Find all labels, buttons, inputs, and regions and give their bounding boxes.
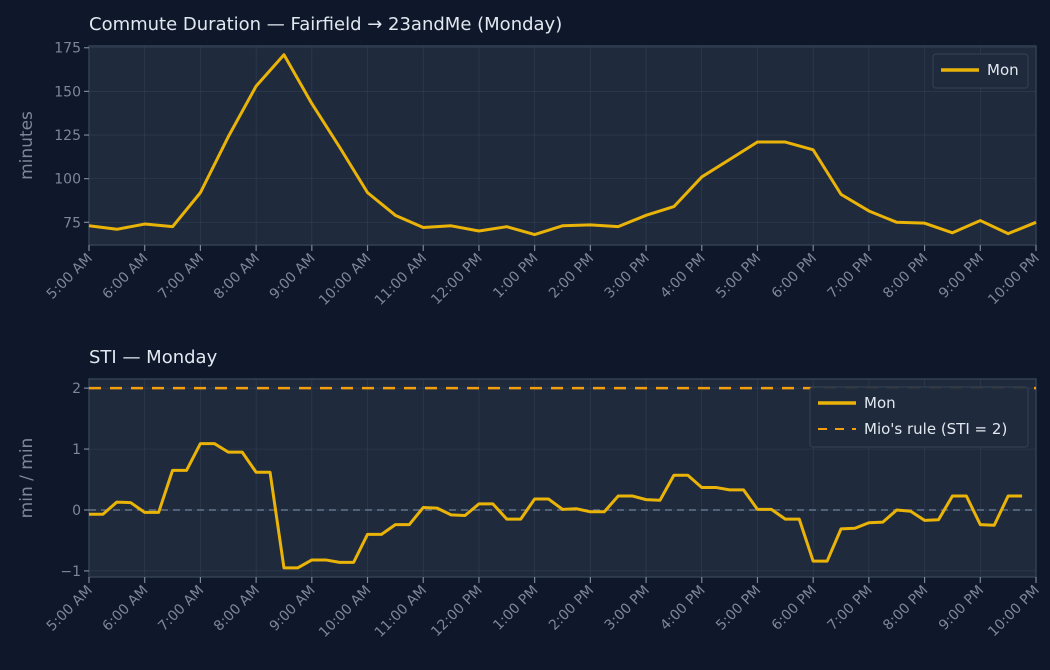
x-tick-label: 9:00 PM	[936, 583, 987, 634]
y-tick-label: 150	[54, 84, 81, 100]
y-tick-label: 0	[72, 503, 81, 519]
x-tick-label: 3:00 PM	[602, 583, 653, 634]
x-tick-label: 2:00 PM	[546, 251, 597, 302]
chart-title: Commute Duration — Fairfield → 23andMe (…	[89, 14, 562, 35]
x-tick-label: 5:00 PM	[713, 583, 764, 634]
y-tick-label: 125	[54, 128, 81, 144]
x-tick-label: 8:00 PM	[880, 251, 931, 302]
x-tick-label: 6:00 PM	[769, 583, 820, 634]
x-tick-label: 1:00 PM	[490, 583, 541, 634]
x-tick-label: 9:00 AM	[267, 251, 319, 303]
plot-area	[88, 45, 1037, 246]
legend-label: Mon	[987, 61, 1019, 79]
y-tick-label: 175	[54, 41, 81, 57]
legend	[932, 53, 1029, 89]
y-tick-label: −1	[60, 564, 81, 580]
x-tick-label: 7:00 AM	[155, 251, 207, 303]
x-tick-label: 4:00 PM	[657, 251, 708, 302]
chart-1: Commute Duration — Fairfield → 23andMe (…	[17, 14, 1043, 309]
y-axis-label: minutes	[17, 111, 37, 180]
legend-label: Mio's rule (STI = 2)	[864, 420, 1007, 438]
x-tick-label: 5:00 AM	[44, 583, 96, 635]
x-tick-label: 2:00 PM	[546, 583, 597, 634]
x-tick-label: 10:00 AM	[316, 583, 374, 641]
x-tick-label: 8:00 PM	[880, 583, 931, 634]
x-tick-label: 3:00 PM	[602, 251, 653, 302]
x-tick-label: 10:00 PM	[985, 583, 1043, 641]
chart-2: STI — Monday 5:00 AM 6:00 AM 7:00 AM 8:00 AM…	[17, 347, 1043, 641]
x-tick-label: 5:00 PM	[713, 251, 764, 302]
x-tick-label: 9:00 AM	[267, 583, 319, 635]
x-tick-label: 12:00 PM	[428, 583, 486, 641]
x-tick-label: 11:00 AM	[372, 583, 430, 641]
x-tick-label: 7:00 PM	[825, 583, 876, 634]
x-tick-label: 10:00 AM	[316, 251, 374, 309]
y-tick-label: 75	[63, 215, 81, 231]
y-tick-label: 100	[54, 172, 81, 188]
y-axis-label: min / min	[17, 438, 37, 519]
x-tick-label: 7:00 AM	[155, 583, 207, 635]
x-tick-label: 10:00 PM	[985, 251, 1043, 309]
x-tick-label: 6:00 PM	[769, 251, 820, 302]
x-tick-label: 12:00 PM	[428, 251, 486, 309]
x-tick-label: 4:00 PM	[657, 583, 708, 634]
series-line-mon	[89, 442, 1023, 570]
x-tick-label: 5:00 AM	[44, 251, 96, 303]
legend	[809, 386, 1029, 448]
x-tick-label: 8:00 AM	[211, 251, 263, 303]
x-tick-label: 7:00 PM	[825, 251, 876, 302]
legend-label: Mon	[864, 394, 896, 412]
chart-title: STI — Monday	[89, 347, 218, 368]
x-tick-label: 6:00 AM	[100, 583, 152, 635]
x-tick-label: 11:00 AM	[372, 251, 430, 309]
y-tick-label: 2	[72, 381, 81, 397]
x-tick-label: 8:00 AM	[211, 583, 263, 635]
y-tick-label: 1	[72, 442, 81, 458]
x-tick-label: 6:00 AM	[100, 251, 152, 303]
x-tick-label: 9:00 PM	[936, 251, 987, 302]
x-tick-label: 1:00 PM	[490, 251, 541, 302]
